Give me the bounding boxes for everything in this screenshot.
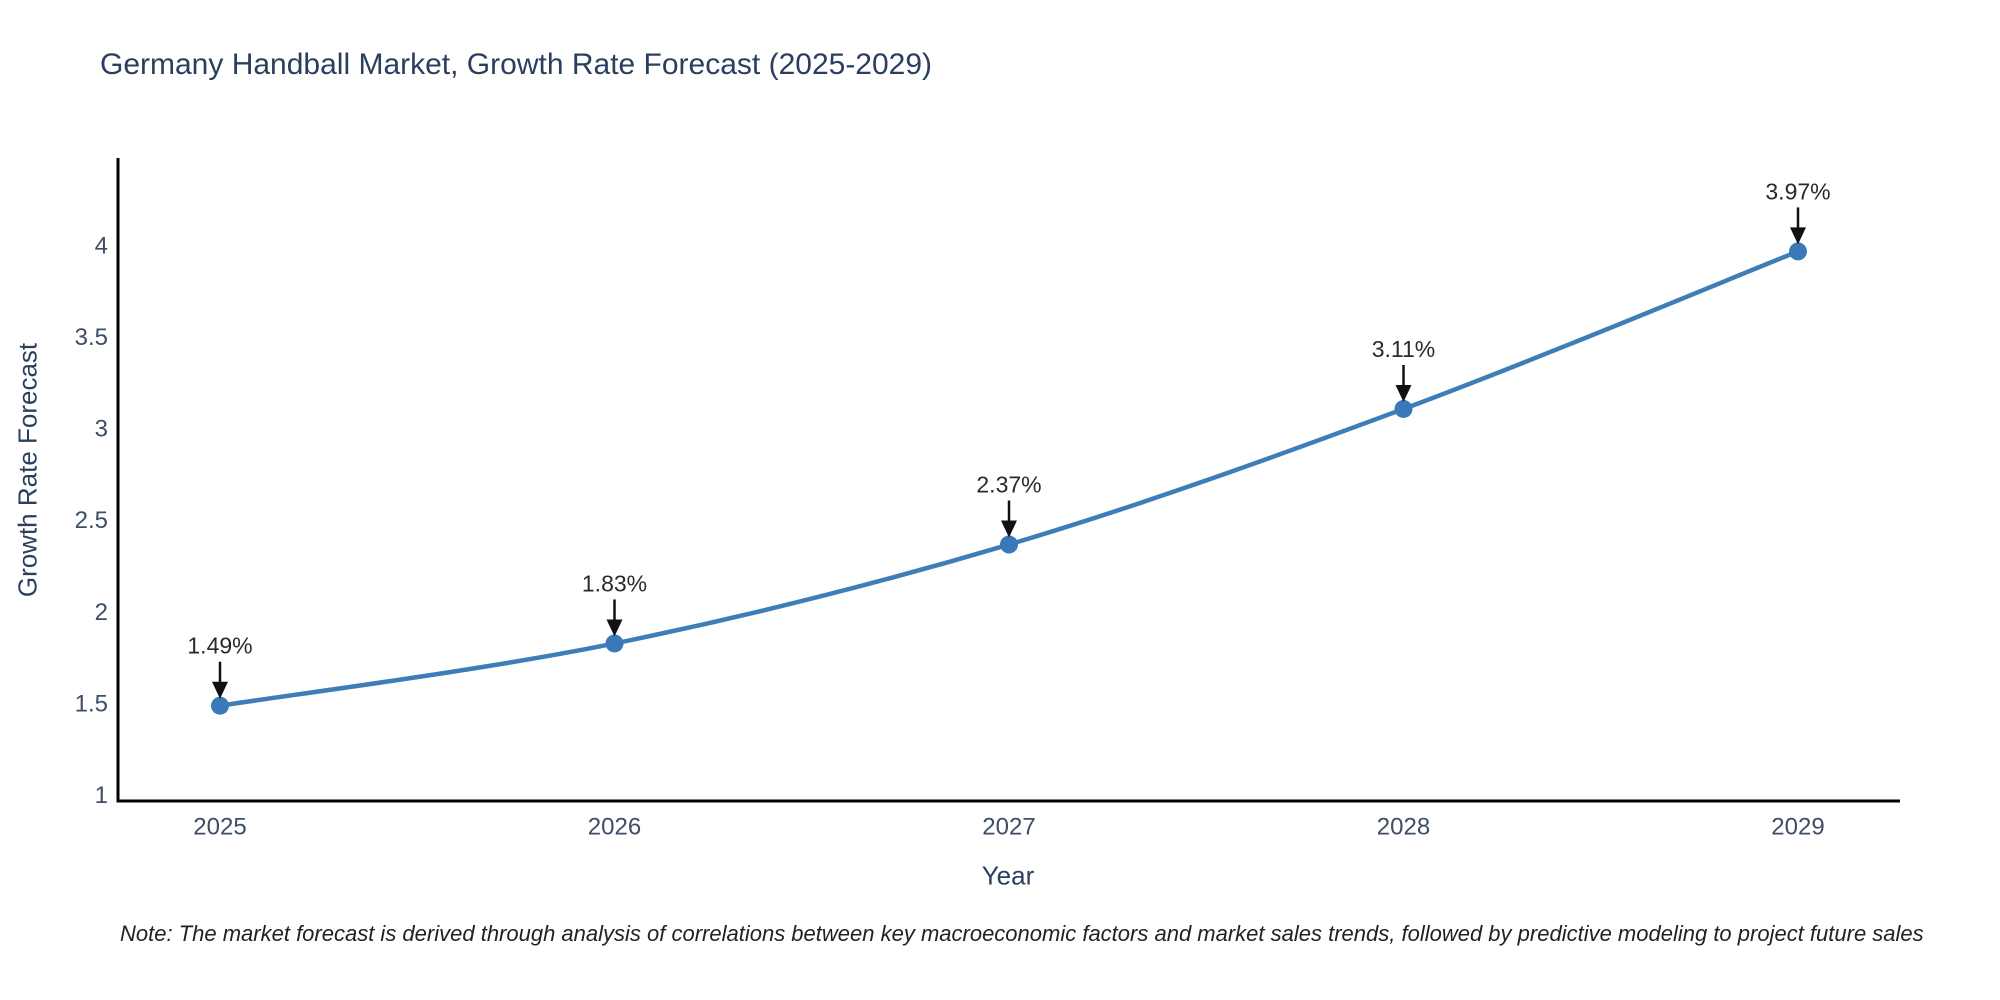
x-tick-label: 2028 <box>1377 814 1430 841</box>
annotation-label-2026: 1.83% <box>582 570 647 596</box>
y-tick-label: 3 <box>95 416 108 443</box>
y-tick-label: 2.5 <box>75 507 108 534</box>
annotation-arrowhead <box>1395 384 1412 402</box>
y-tick-label: 2 <box>95 599 108 626</box>
data-point-marker-2027 <box>1000 535 1018 554</box>
annotation-arrowhead <box>1001 520 1017 538</box>
annotation-arrowhead <box>606 619 623 637</box>
data-point-marker-2028 <box>1394 399 1413 418</box>
annotation-label-2027: 2.37% <box>976 472 1041 498</box>
y-tick-label: 1.5 <box>75 690 108 717</box>
data-point-marker-2029 <box>1789 242 1807 261</box>
y-tick-label: 4 <box>95 232 108 259</box>
data-point-marker-2025 <box>211 696 229 715</box>
x-axis-title: Year <box>981 860 1035 891</box>
data-point-marker-2026 <box>605 634 624 653</box>
annotation-label-2029: 3.97% <box>1765 178 1830 204</box>
x-tick-label: 2027 <box>982 814 1035 841</box>
y-tick-label: 3.5 <box>75 324 108 351</box>
x-tick-label: 2025 <box>193 814 246 841</box>
chart-title: Germany Handball Market, Growth Rate For… <box>100 48 933 81</box>
y-tick-label: 1 <box>95 782 108 809</box>
annotation-arrowhead <box>1790 227 1806 245</box>
footnote: Note: The market forecast is derived thr… <box>120 921 1924 946</box>
x-tick-label: 2029 <box>1771 814 1824 841</box>
annotation-arrowhead <box>212 681 228 699</box>
x-tick-label: 2026 <box>588 814 641 841</box>
annotation-label-2028: 3.11% <box>1372 336 1436 362</box>
annotation-label-2025: 1.49% <box>187 633 252 659</box>
